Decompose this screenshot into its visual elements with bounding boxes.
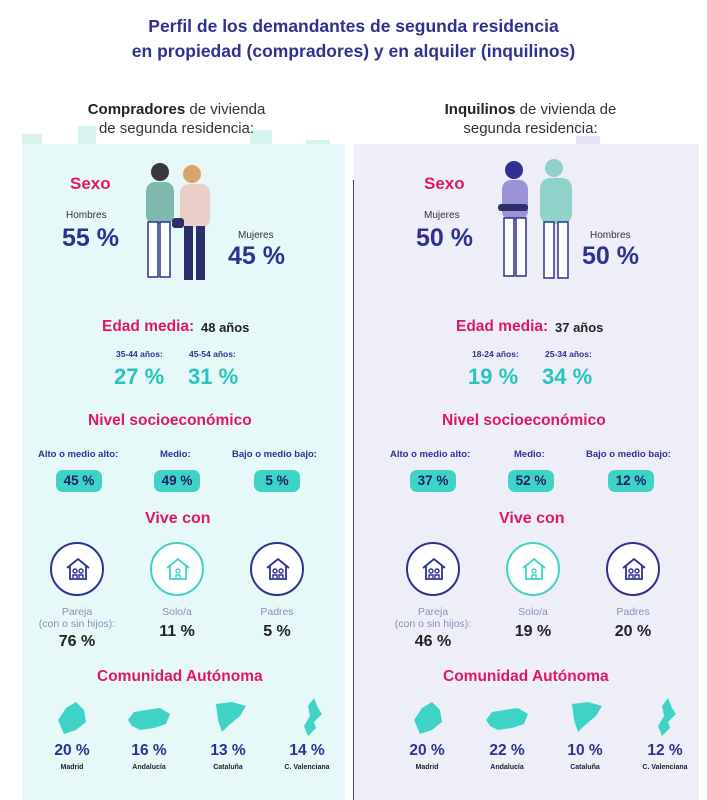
socio-label-low: Bajo o medio bajo: (232, 449, 317, 460)
socio-value-low: 12 % (608, 470, 654, 492)
region-madrid-name: Madrid (415, 764, 439, 771)
age-value: 37 años (555, 320, 604, 335)
single-house-icon (506, 542, 560, 596)
sex-title: Sexo (70, 174, 111, 193)
sex-a-label: Mujeres (424, 210, 460, 221)
parents-house-icon (606, 542, 660, 596)
lives-parents-value: 5 % (263, 623, 291, 640)
region-andalucia-name: Andalucía (490, 764, 524, 771)
valenciana-map-icon (304, 698, 322, 736)
column-divider (353, 180, 354, 800)
lives-single-value: 11 % (159, 623, 195, 640)
age-title: Edad media: (102, 318, 195, 335)
socioeconomic-title: Nivel socioeconómico (442, 412, 606, 429)
sex-b-value: 50 % (582, 242, 639, 270)
age-group-1-label: 18-24 años: (472, 349, 519, 359)
page-title: Perfil de los demandantes de segunda res… (131, 16, 576, 61)
region-cataluna-name: Cataluña (213, 764, 243, 771)
age-group-1-value: 27 % (114, 364, 165, 389)
region-cataluna-name: Cataluña (570, 764, 600, 771)
socio-value-low: 5 % (254, 470, 300, 492)
madrid-map-icon (58, 702, 86, 734)
sex-b-label: Mujeres (238, 230, 274, 241)
age-group-2-value: 34 % (542, 364, 593, 389)
lives-parents-label: Padres (616, 606, 650, 618)
socio-label-mid: Medio: (160, 449, 191, 460)
sex-b-label: Hombres (590, 230, 631, 241)
madrid-map-icon (414, 702, 442, 734)
region-madrid-value: 20 % (409, 742, 445, 759)
region-madrid-value: 20 % (54, 742, 90, 759)
column-heading: Compradores de vivienda de segunda resid… (87, 101, 266, 137)
socioeconomic-title: Nivel socioeconómico (88, 412, 252, 429)
region-valenciana-value: 14 % (289, 742, 325, 759)
lives-single-label: Solo/a (518, 606, 548, 618)
sex-title: Sexo (424, 174, 465, 193)
sex-a-value: 50 % (416, 224, 473, 252)
couple-house-icon (50, 542, 104, 596)
parents-house-icon (250, 542, 304, 596)
lives-with-title: Vive con (499, 510, 565, 527)
column-heading: Inquilinos de vivienda de segunda reside… (444, 101, 617, 137)
lives-single-value: 19 % (514, 623, 552, 640)
region-title: Comunidad Autónoma (97, 668, 263, 685)
lives-parents-label: Padres (260, 606, 294, 618)
socio-value-mid: 49 % (154, 470, 200, 492)
age-value: 48 años (201, 320, 250, 335)
tenants-panel: Inquilinos de vivienda de segunda reside… (354, 96, 707, 800)
lives-parents-value: 20 % (614, 623, 652, 640)
region-title: Comunidad Autónoma (443, 668, 609, 685)
sex-b-value: 45 % (228, 242, 285, 270)
socio-value-high: 45 % (56, 470, 102, 492)
region-cataluna-value: 13 % (210, 742, 246, 759)
socio-value-mid: 52 % (508, 470, 554, 492)
age-group-2-label: 45-54 años: (189, 349, 236, 359)
socio-label-low: Bajo o medio bajo: (586, 449, 671, 460)
region-cataluna-value: 10 % (567, 742, 603, 759)
age-group-2-value: 31 % (188, 364, 239, 389)
lives-couple-value: 46 % (414, 633, 452, 650)
region-andalucia-name: Andalucía (132, 764, 166, 771)
andalucia-map-icon (486, 708, 528, 730)
valenciana-map-icon (658, 698, 676, 736)
lives-couple-label: Pareja (con o sin hijos): (394, 606, 472, 630)
socio-value-high: 37 % (410, 470, 456, 492)
age-group-1-value: 19 % (468, 364, 519, 389)
cataluna-map-icon (572, 702, 602, 732)
age-title: Edad media: (456, 318, 549, 335)
region-valenciana-name: C. Valenciana (642, 764, 688, 771)
sex-a-label: Hombres (66, 210, 107, 221)
andalucia-map-icon (128, 708, 170, 730)
age-group-1-label: 35-44 años: (116, 349, 163, 359)
age-group-2-label: 25-34 años: (545, 349, 592, 359)
couple-illustration (146, 163, 210, 280)
buyers-panel: Compradores de vivienda de segunda resid… (0, 96, 353, 800)
lives-with-title: Vive con (145, 510, 211, 527)
socio-label-high: Alto o medio alto: (390, 449, 471, 460)
single-house-icon (150, 542, 204, 596)
sex-a-value: 55 % (62, 224, 119, 252)
socio-label-mid: Medio: (514, 449, 545, 460)
lives-couple-label: Pareja (con o sin hijos): (38, 606, 116, 630)
region-valenciana-value: 12 % (647, 742, 683, 759)
region-madrid-name: Madrid (60, 764, 84, 771)
lives-couple-value: 76 % (58, 633, 96, 650)
region-valenciana-name: C. Valenciana (284, 764, 330, 771)
socio-label-high: Alto o medio alto: (38, 449, 119, 460)
region-andalucia-value: 16 % (131, 742, 167, 759)
couple-illustration (498, 159, 572, 279)
region-andalucia-value: 22 % (489, 742, 525, 759)
couple-house-icon (406, 542, 460, 596)
lives-single-label: Solo/a (162, 606, 192, 618)
cataluna-map-icon (216, 702, 246, 732)
